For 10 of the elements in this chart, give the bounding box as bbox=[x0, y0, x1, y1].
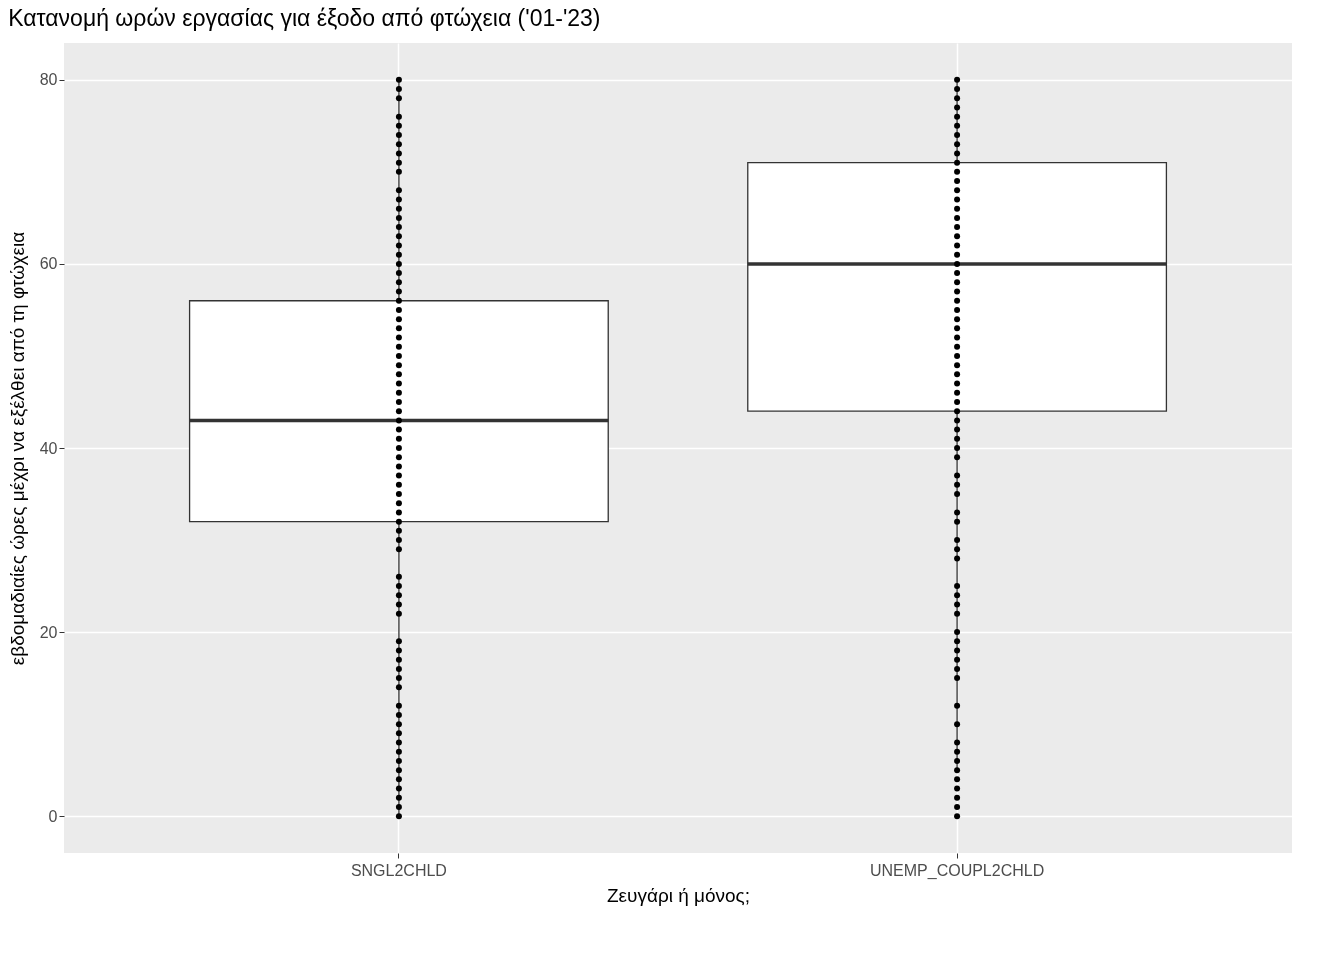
y-axis-title: εβδομαδιαίες ώρες μέχρι να εξέλθει από τη φτώχεια bbox=[6, 231, 28, 666]
y-tick-label: 60 bbox=[39, 255, 58, 273]
x-axis-title: Ζευγάρι ή μόνος; bbox=[606, 884, 751, 906]
y-tick-label: 40 bbox=[39, 439, 58, 457]
y-tick-label: 80 bbox=[39, 71, 58, 89]
x-tick-label: UNEMP_COUPL2CHLD bbox=[869, 861, 1045, 880]
x-tick-label: SNGL2CHLD bbox=[350, 861, 447, 879]
y-tick-label: 0 bbox=[48, 807, 58, 825]
chart-title: Κατανομή ωρών εργασίας για έξοδο από φτώχεια ('01-'23) bbox=[8, 5, 601, 31]
y-tick-label: 20 bbox=[39, 623, 58, 641]
